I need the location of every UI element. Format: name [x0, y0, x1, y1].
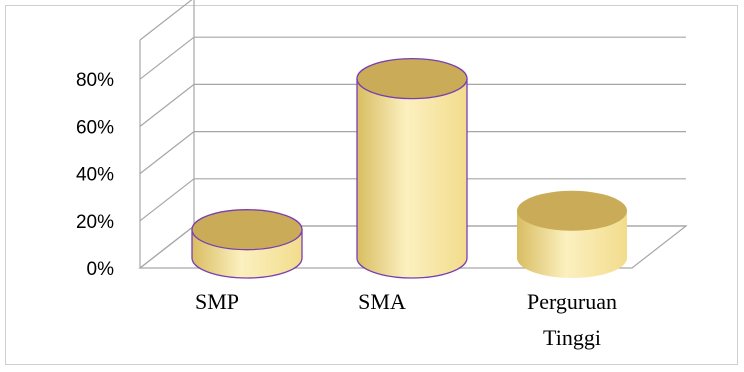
gridline-side — [140, 37, 194, 79]
bar-body — [357, 79, 467, 278]
x-tick-label: SMA — [358, 289, 406, 314]
gridline-side — [140, 84, 194, 126]
bar-top — [517, 191, 627, 231]
y-tick-label: 20% — [76, 212, 114, 233]
gridline-side — [140, 179, 194, 221]
bar — [517, 191, 627, 278]
gridline-side-top — [140, 0, 194, 40]
y-tick-label: 60% — [76, 117, 114, 138]
y-axis-ticks: 0% 20% 40% 60% 80% — [76, 70, 114, 280]
y-tick-label: 40% — [76, 165, 114, 186]
bars — [192, 59, 627, 278]
bar-top — [357, 59, 467, 99]
bar — [357, 59, 467, 278]
x-axis-ticks: SMP SMA Perguruan Tinggi — [195, 289, 617, 350]
gridline-side — [140, 132, 194, 174]
y-tick-label: 80% — [76, 70, 114, 91]
x-tick-label: Tinggi — [543, 325, 601, 350]
x-tick-label: Perguruan — [527, 289, 617, 314]
bar-top — [192, 210, 302, 250]
y-tick-label: 0% — [87, 259, 115, 280]
bar — [192, 210, 302, 278]
x-tick-label: SMP — [195, 289, 239, 314]
